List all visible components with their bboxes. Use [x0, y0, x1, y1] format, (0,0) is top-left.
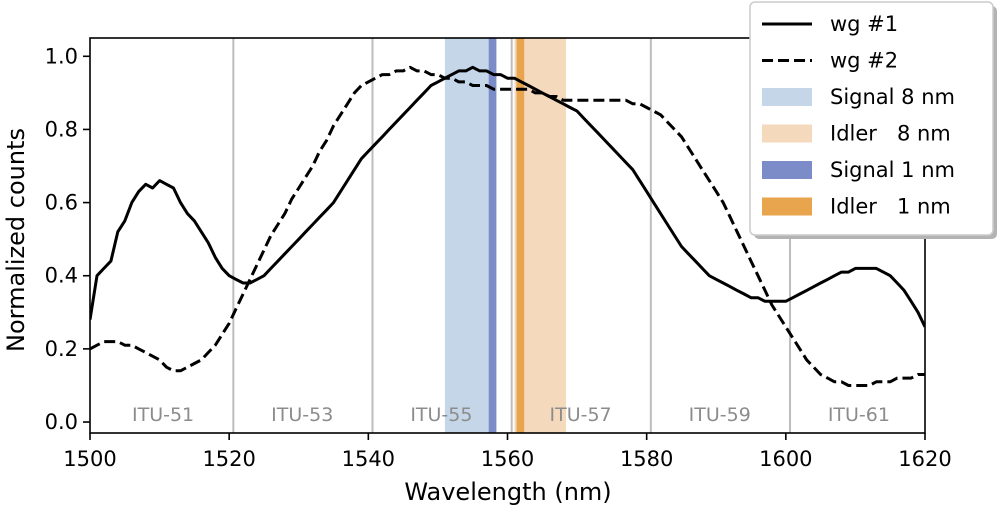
x-tick-label-5: 1600 [759, 447, 812, 471]
legend-label-5: Idler 1 nm [830, 195, 951, 219]
series-line-0 [90, 65, 925, 328]
y-tick-label-4: 0.8 [45, 117, 78, 141]
band-0 [444, 38, 497, 433]
legend: wg #1 wg #2 Signal 8 nm Idler 8 nm Signal 1 … [749, 1, 997, 239]
itu-label-5: ITU-61 [828, 404, 890, 426]
itu-label-0: ITU-51 [132, 404, 194, 426]
x-tick-label-0: 1500 [63, 447, 116, 471]
legend-marker-5 [762, 197, 812, 216]
y-tick-label-3: 0.6 [45, 191, 78, 215]
x-axis-title: Wavelength (nm) [404, 478, 611, 506]
y-axis-title: Normalized counts [2, 128, 30, 352]
y-tick-label-0: 0.0 [45, 410, 78, 434]
x-tick-label-2: 1540 [342, 447, 395, 471]
legend-marker-4 [762, 161, 812, 179]
x-tick-label-4: 1580 [620, 447, 673, 471]
x-tick-label-6: 1620 [898, 447, 951, 471]
band-3 [516, 38, 525, 433]
legend-label-1: wg #2 [830, 49, 898, 73]
legend-marker-3 [762, 124, 812, 143]
band-2 [488, 38, 497, 433]
legend-marker-2 [762, 88, 812, 106]
y-tick-label-2: 0.4 [45, 264, 78, 288]
legend-label-2: Signal 8 nm [830, 85, 955, 109]
series-line-1 [90, 65, 925, 387]
itu-label-3: ITU-57 [549, 404, 611, 426]
legend-label-0: wg #1 [830, 12, 898, 36]
plot-area: ITU-51 ITU-53 ITU-55 ITU-57 ITU-59 ITU-61 [90, 38, 925, 433]
axes: Wavelength (nm) Normalized counts 1500 15… [2, 37, 952, 506]
y-tick-label-5: 1.0 [45, 44, 78, 68]
x-tick-label-3: 1560 [481, 447, 534, 471]
itu-label-2: ITU-55 [410, 404, 472, 426]
itu-label-1: ITU-53 [271, 404, 333, 426]
itu-label-4: ITU-59 [689, 404, 751, 426]
legend-label-4: Signal 1 nm [830, 158, 955, 182]
x-tick-label-1: 1520 [202, 447, 255, 471]
legend-label-3: Idler 8 nm [830, 122, 951, 146]
y-tick-label-1: 0.2 [45, 337, 78, 361]
